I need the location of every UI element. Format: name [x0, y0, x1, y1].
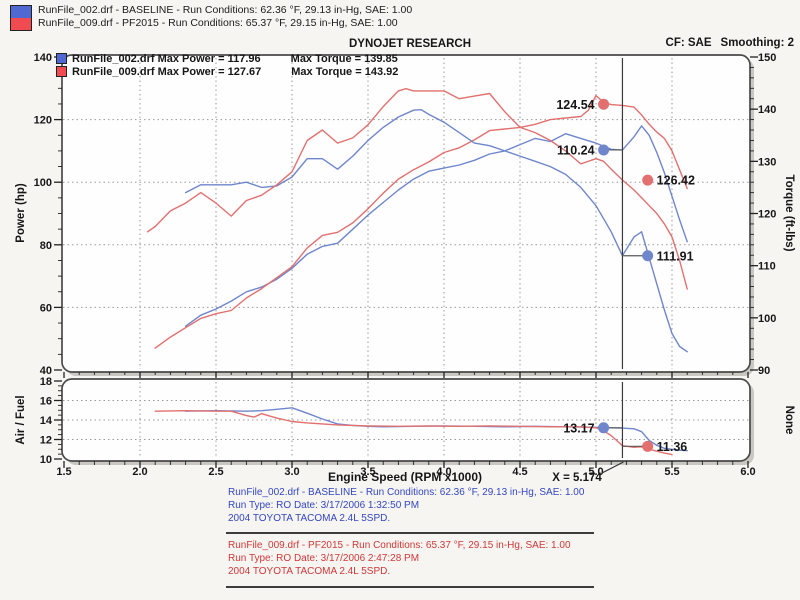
power-tick-label: 40: [40, 365, 52, 377]
marker-label-124.54: 124.54: [556, 98, 594, 112]
cursor-leader-line: [601, 461, 624, 474]
pf2015-max-power-label: Max Power =: [157, 65, 225, 78]
pf2015-info-line1: RunFile_009.drf - PF2015 - Run Condition…: [228, 540, 571, 551]
cf-label: CF: SAE: [665, 37, 712, 49]
torque-tick-label: 120: [758, 209, 776, 221]
marker-label-11.36: 11.36: [657, 440, 688, 454]
pf2015-legend-swatch: [56, 66, 67, 77]
marker-dot-111.91: [642, 250, 654, 262]
marker-label-13.17: 13.17: [563, 421, 594, 435]
baseline-max-power: 117.96: [227, 52, 261, 65]
pf2015-max-torque: 143.92: [364, 65, 399, 78]
marker-label-126.42: 126.42: [657, 174, 695, 188]
pf2015-torque-curve: [146, 87, 688, 290]
baseline-run-info: RunFile_002.drf - BASELINE - Run Conditi…: [228, 486, 584, 525]
power-tick-label: 100: [34, 177, 52, 189]
baseline-file: RunFile_002.drf: [72, 52, 155, 65]
marker-label-110.24: 110.24: [557, 143, 595, 157]
rpm-tick-label: 4.0: [436, 466, 451, 478]
rpm-tick-label: 5.5: [664, 466, 679, 478]
pf2015-run-info: RunFile_009.drf - PF2015 - Run Condition…: [228, 539, 571, 578]
torque-tick-label: 140: [758, 104, 776, 116]
power-tick-label: 140: [34, 52, 52, 64]
pf2015-file: RunFile_009.drf: [72, 65, 155, 78]
rpm-tick-label: 2.5: [208, 466, 223, 478]
marker-dot-13.17: [598, 422, 610, 434]
rpm-tick-label: 5.0: [588, 466, 603, 478]
marker-dot-11.36: [642, 440, 654, 452]
run-legend-line-baseline: RunFile_002.drf - BASELINE - Run Conditi…: [38, 4, 413, 16]
torque-tick-label: 100: [758, 313, 776, 325]
baseline-max-power-label: Max Power =: [157, 52, 225, 65]
torque-tick-label: 130: [758, 156, 776, 168]
info-divider-1: [226, 532, 594, 534]
baseline-info-line2: Run Type: RO Date: 3/17/2006 1:32:50 PM: [228, 500, 420, 511]
af-tick-label: 12: [40, 435, 52, 447]
power-tick-label: 80: [40, 240, 52, 252]
power-tick-label: 60: [40, 302, 52, 314]
pf2015-swatch: [11, 18, 31, 30]
pf2015-max-power: 127.67: [227, 65, 262, 78]
torque-tick-label: 150: [758, 52, 776, 64]
af-channel-none-label: None: [783, 405, 795, 435]
baseline-info-line3: 2004 TOYOTA TACOMA 2.4L 5SPD.: [228, 513, 391, 524]
app-title: DYNOJET RESEARCH: [348, 38, 472, 50]
run-legend-swatches: [10, 5, 32, 31]
power-axis-title: Power (hp): [15, 183, 27, 243]
pf2015-info-line2: Run Type: RO Date: 3/17/2006 2:47:28 PM: [228, 553, 420, 564]
correction-smoothing: CF: SAE Smoothing: 2: [666, 37, 794, 49]
cursor-x-readout: X = 5.174: [552, 472, 602, 484]
marker-dot-124.54: [598, 98, 610, 110]
baseline-swatch: [11, 6, 31, 18]
baseline-max-torque-label: Max Torque =: [290, 52, 362, 65]
pf2015-af-curve: [154, 410, 673, 456]
smoothing-label: Smoothing: 2: [720, 37, 794, 49]
baseline-legend-swatch: [56, 53, 67, 64]
af-tick-label: 16: [40, 396, 52, 408]
rpm-tick-label: 1.5: [56, 466, 71, 478]
rpm-tick-label: 4.5: [512, 466, 527, 478]
af-tick-label: 14: [40, 415, 53, 427]
rpm-tick-label: 6.0: [740, 466, 755, 478]
power-tick-label: 120: [34, 115, 52, 127]
torque-axis-title: Torque (ft-lbs): [783, 174, 795, 252]
run-legend-line-pf2015: RunFile_009.drf - PF2015 - Run Condition…: [38, 17, 398, 29]
baseline-max-torque: 139.85: [364, 52, 398, 65]
af-tick-label: 18: [40, 376, 52, 388]
af-tick-label: 10: [40, 454, 52, 466]
pf2015-power-curve: [154, 94, 688, 349]
rpm-tick-label: 3.5: [360, 466, 375, 478]
torque-tick-label: 110: [758, 261, 776, 273]
max-values-legend: RunFile_002.drf Max Power = 117.96 Max T…: [56, 52, 398, 78]
rpm-tick-label: 2.0: [132, 466, 147, 478]
marker-dot-126.42: [642, 174, 654, 186]
baseline-info-line1: RunFile_002.drf - BASELINE - Run Conditi…: [228, 487, 585, 498]
marker-label-111.91: 111.91: [657, 249, 694, 263]
baseline-torque-curve: [184, 108, 688, 353]
info-divider-2: [226, 586, 594, 588]
airfuel-axis-title: Air / Fuel: [15, 395, 27, 445]
pf2015-info-line3: 2004 TOYOTA TACOMA 2.4L 5SPD.: [228, 566, 391, 577]
main-plot-panel: [61, 54, 751, 373]
baseline-power-curve: [184, 125, 688, 327]
pf2015-max-torque-label: Max Torque =: [291, 65, 362, 78]
torque-tick-label: 90: [758, 365, 770, 377]
marker-dot-110.24: [598, 144, 610, 156]
rpm-tick-label: 3.0: [284, 466, 299, 478]
engine-speed-axis-title: Engine Speed (RPM x1000): [327, 470, 483, 484]
